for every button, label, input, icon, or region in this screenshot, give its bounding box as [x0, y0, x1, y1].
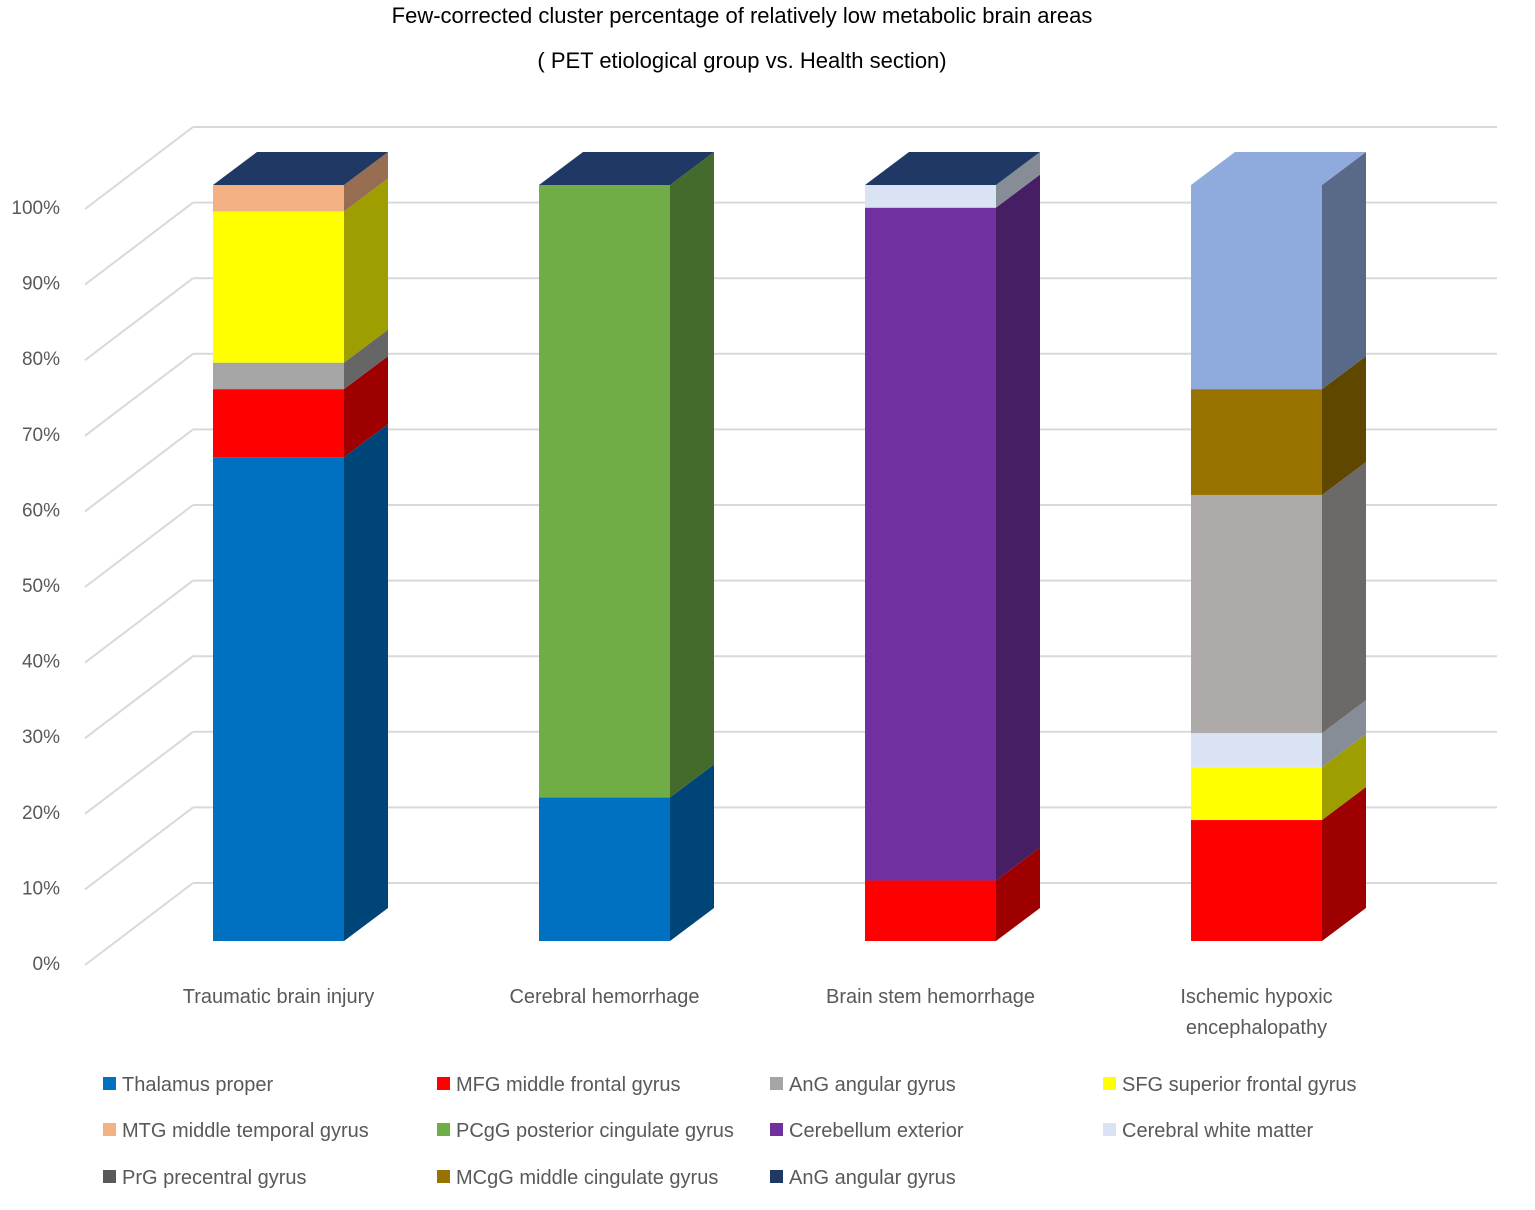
bar-segment: [213, 211, 344, 363]
y-tick-label: 60%: [22, 500, 60, 521]
legend-label: AnG angular gyrus: [789, 1074, 956, 1096]
bar-segment: [539, 797, 670, 941]
y-tick-label: 20%: [22, 803, 60, 824]
legend-item: Cerebral white matter: [1103, 1120, 1313, 1143]
legend-label: MTG middle temporal gyrus: [122, 1120, 369, 1142]
bar-segment: [213, 457, 344, 941]
bar-segment-side: [344, 329, 388, 390]
bar-segment-side: [344, 178, 388, 363]
legend-swatch: [1103, 1123, 1116, 1136]
y-tick-label: 0%: [33, 954, 61, 975]
grid-line: [84, 731, 194, 815]
legend-label: AnG angular gyrus: [789, 1167, 956, 1189]
y-tick-label: 50%: [22, 576, 60, 597]
chart-title: Few-corrected cluster percentage of rela…: [392, 3, 1093, 28]
bar-top: [539, 152, 714, 185]
legend-item: Thalamus proper: [103, 1074, 273, 1097]
bar-segment: [213, 185, 344, 212]
grid-line: [84, 579, 194, 664]
bar-segment-side: [996, 847, 1040, 941]
bar-segment: [1191, 767, 1322, 821]
legend-swatch: [103, 1170, 116, 1183]
grid-line: [84, 277, 194, 361]
bar-segment-side: [1322, 152, 1366, 390]
bar-segment-side: [1322, 700, 1366, 768]
bar-segment-side: [344, 152, 388, 212]
bar-segment: [1191, 389, 1322, 495]
legend-label: Thalamus proper: [122, 1074, 274, 1096]
bar-segment-side: [344, 356, 388, 458]
grid-line: [84, 353, 194, 437]
legend-item: SFG superior frontal gyrus: [1103, 1074, 1357, 1097]
bar-segment: [1191, 494, 1322, 734]
bar-segment-side: [996, 152, 1040, 208]
legend-swatch: [103, 1077, 116, 1090]
legend-item: MCgG middle cingulate gyrus: [437, 1167, 718, 1190]
chart-subtitle: ( PET etiological group vs. Health secti…: [537, 48, 946, 73]
legend-swatch: [1103, 1077, 1116, 1090]
legend-item: AnG angular gyrus: [770, 1167, 956, 1190]
legend-swatch: [103, 1123, 116, 1136]
y-tick-label: 40%: [22, 652, 60, 673]
legend-item: PrG precentral gyrus: [103, 1167, 307, 1190]
legend-label: MFG middle frontal gyrus: [456, 1074, 681, 1096]
legend-item: MTG middle temporal gyrus: [103, 1120, 369, 1143]
legend-item: Cerebellum exterior: [770, 1120, 964, 1143]
y-tick-label: 70%: [22, 425, 60, 446]
bar-segment: [865, 880, 996, 941]
legend-label: SFG superior frontal gyrus: [1122, 1074, 1357, 1096]
grid-line: [84, 428, 194, 513]
bar-segment-side: [1322, 461, 1366, 734]
bar-segment-side: [1322, 356, 1366, 495]
grid-line: [84, 201, 194, 286]
grid-line: [84, 882, 194, 966]
bar-segment: [213, 362, 344, 390]
bar-segment-side: [670, 152, 714, 798]
bar-segment: [539, 185, 670, 798]
y-tick-label: 90%: [22, 274, 60, 295]
legend-label: PrG precentral gyrus: [122, 1167, 307, 1189]
bar-segment-side: [1322, 787, 1366, 941]
bar-segment-side: [1322, 734, 1366, 821]
y-tick-label: 80%: [22, 349, 60, 370]
bar-top: [1191, 152, 1366, 185]
bar-segment: [865, 185, 996, 208]
y-tick-label: 30%: [22, 727, 60, 748]
grid-line: [84, 806, 194, 891]
x-tick-label: Ischemic hypoxic encephalopathy: [1180, 986, 1333, 1039]
legend-swatch: [770, 1077, 783, 1090]
bar-segment-side: [996, 174, 1040, 881]
grid-line: [84, 504, 194, 588]
legend-item: PCgG posterior cingulate gyrus: [437, 1120, 734, 1143]
x-tick-label: Cerebral hemorrhage: [509, 986, 700, 1008]
bar-segment-side: [670, 764, 714, 941]
legend-item: AnG angular gyrus: [770, 1074, 956, 1097]
y-tick-label: 10%: [22, 878, 60, 899]
bar-segment-side: [344, 424, 388, 941]
legend-swatch: [437, 1123, 450, 1136]
legend-swatch: [770, 1170, 783, 1183]
bar-top: [213, 152, 388, 185]
x-tick-label: Brain stem hemorrhage: [826, 986, 1035, 1008]
grid-line: [84, 126, 194, 210]
legend-label: Cerebral white matter: [1122, 1120, 1314, 1142]
legend-label: MCgG middle cingulate gyrus: [456, 1167, 719, 1189]
grid-line: [84, 655, 194, 739]
bar-top: [865, 152, 1040, 185]
x-tick-label: Traumatic brain injury: [182, 986, 375, 1008]
bar-segment: [1191, 820, 1322, 941]
bar-segment: [1191, 733, 1322, 768]
bar-segment: [865, 207, 996, 881]
legend-swatch: [437, 1170, 450, 1183]
legend-label: PCgG posterior cingulate gyrus: [456, 1120, 734, 1142]
legend-swatch: [437, 1077, 450, 1090]
bar-segment: [1191, 185, 1322, 390]
legend-item: MFG middle frontal gyrus: [437, 1074, 681, 1097]
y-tick-label: 100%: [11, 198, 60, 219]
legend-label: Cerebellum exterior: [789, 1120, 964, 1142]
bar-segment: [213, 389, 344, 458]
legend-swatch: [770, 1123, 783, 1136]
